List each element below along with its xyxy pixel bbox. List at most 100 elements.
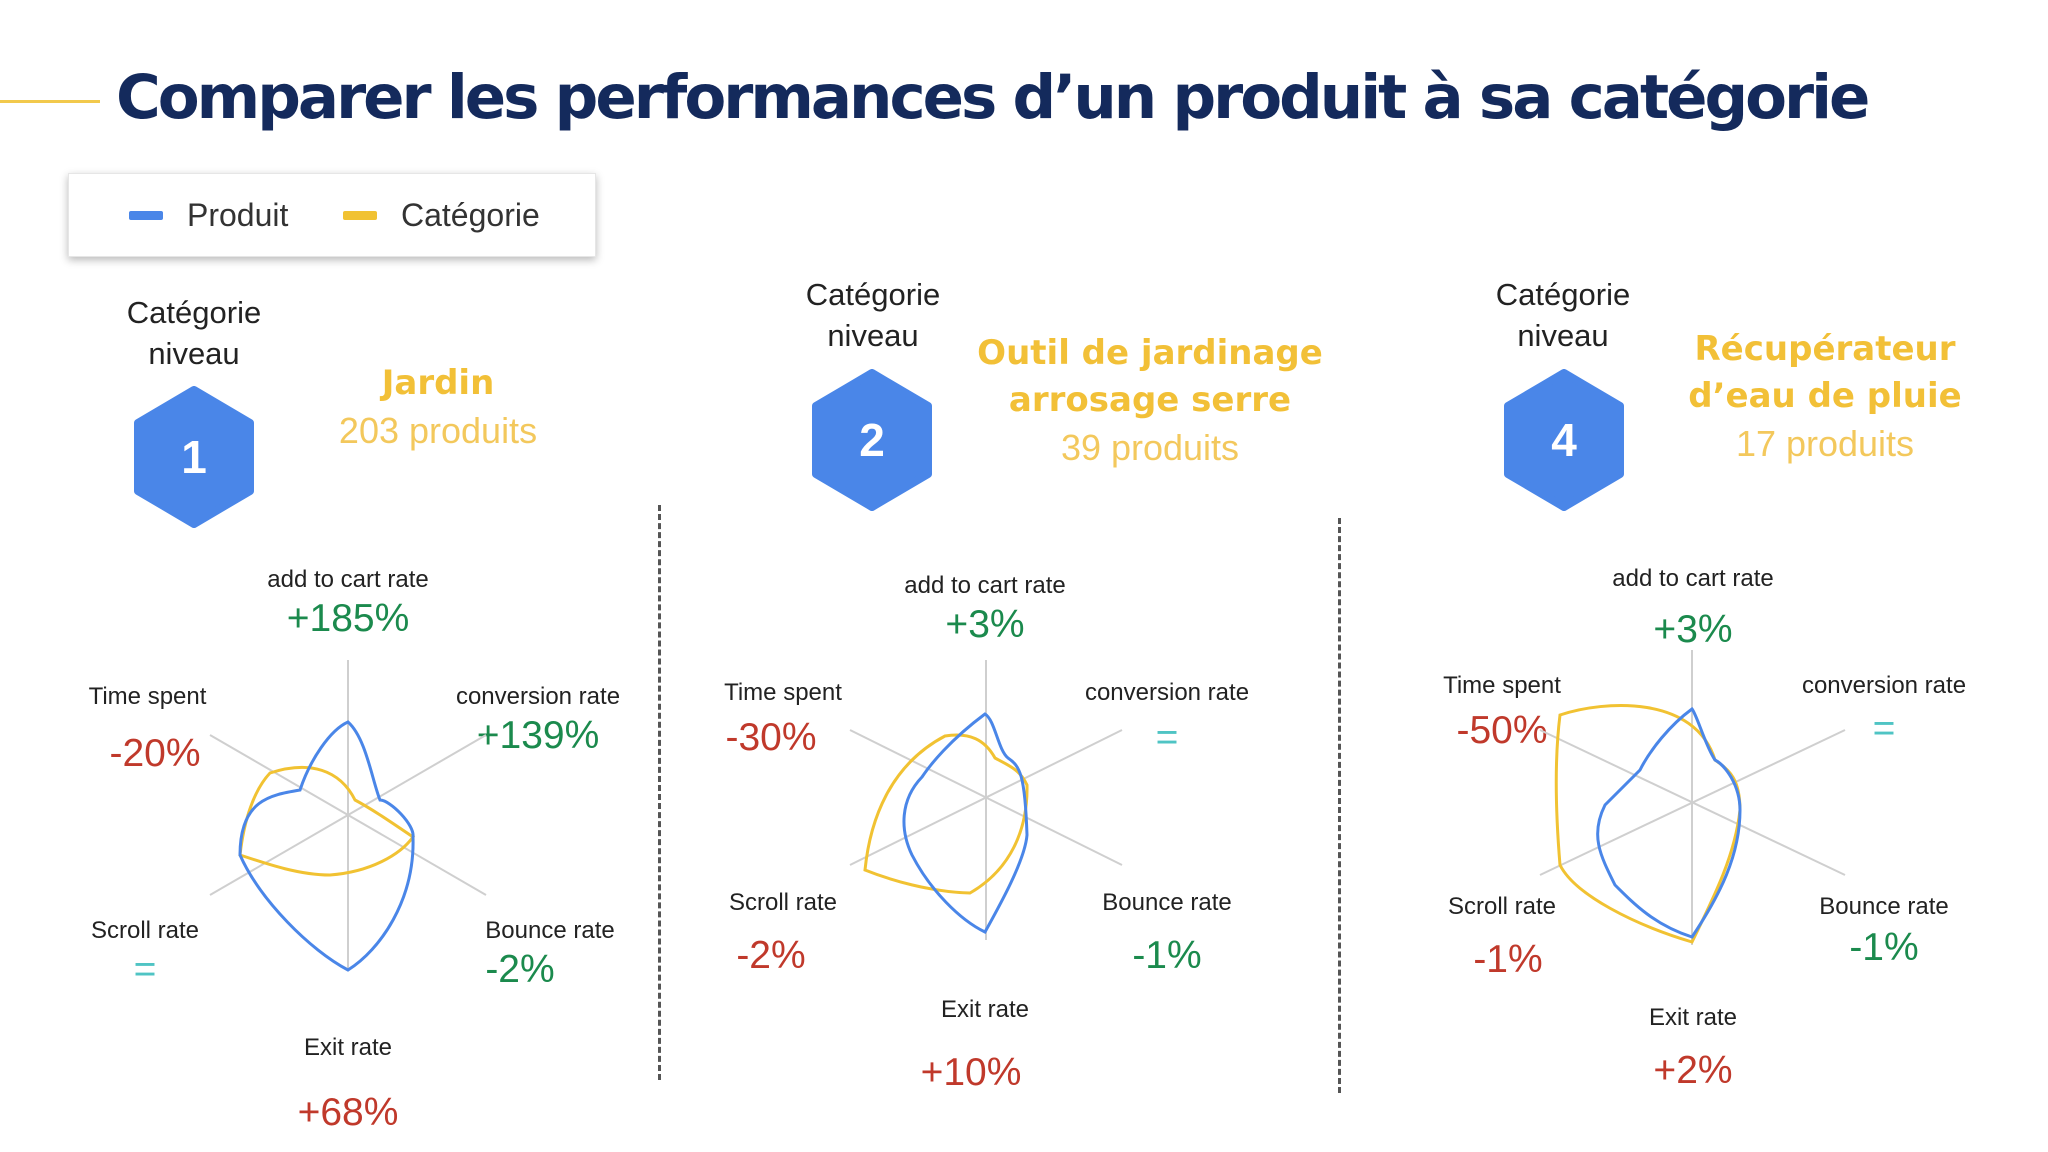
metric-value: +3%	[945, 603, 1025, 646]
metric-label: Scroll rate	[1447, 893, 1557, 920]
radar-chart	[849, 660, 1123, 940]
metric-label: Time spent	[88, 683, 207, 710]
radar-chart	[209, 660, 487, 972]
radar-axes	[1539, 650, 1846, 945]
metric-value: -1%	[1473, 938, 1543, 981]
metric-value: =	[1872, 707, 1896, 750]
metric-add-to-cart: add to cart rate +185%	[198, 564, 498, 642]
legend-label-categorie: Catégorie	[401, 196, 540, 233]
metric-value: -50%	[1456, 709, 1548, 752]
metric-exit: Exit rate +68%	[198, 1032, 498, 1136]
legend-swatch-produit	[129, 210, 163, 220]
metric-bounce: Bounce rate -1%	[1017, 887, 1317, 979]
product-count: 39 produits	[1060, 427, 1240, 468]
metric-exit: Exit rate +2%	[1543, 1002, 1843, 1094]
metric-conversion: conversion rate =	[1017, 677, 1317, 761]
legend-swatch-categorie	[343, 210, 377, 220]
category-section-2: Catégorie niveau 2 Outil de jardinage ar…	[680, 0, 1360, 1152]
metric-value: +2%	[1653, 1049, 1733, 1092]
chart-legend: Produit Catégorie	[68, 173, 596, 257]
category-section-1: Catégorie niveau 1 Jardin 203 produits a…	[0, 0, 680, 1152]
level-badge: 1	[132, 386, 256, 528]
metric-label: add to cart rate	[904, 572, 1066, 599]
category-info: Récupérateur d’eau de pluie 17 produits	[1665, 326, 1985, 467]
metric-value: =	[1155, 716, 1179, 759]
metric-bounce: Bounce rate -1%	[1734, 891, 2034, 971]
metric-label: Bounce rate	[1102, 889, 1232, 916]
hexagon-icon	[134, 386, 254, 528]
metric-value: -30%	[725, 716, 817, 759]
radar-chart	[1539, 650, 1846, 945]
metric-conversion: conversion rate +139%	[388, 681, 688, 759]
metric-value: +10%	[920, 1051, 1022, 1094]
hexagon-icon	[812, 369, 932, 511]
metric-value: =	[133, 948, 157, 991]
hexagon-icon	[1504, 369, 1624, 511]
metric-conversion: conversion rate =	[1734, 670, 2034, 752]
page-title: Comparer les performances d’un produit à…	[116, 62, 1870, 133]
metric-label: add to cart rate	[1612, 565, 1774, 592]
product-count: 203 produits	[338, 410, 538, 451]
metric-scroll: Scroll rate -2%	[633, 887, 933, 979]
metric-time-spent: Time spent -50%	[1352, 670, 1652, 754]
metric-add-to-cart: add to cart rate +3%	[1543, 563, 1843, 653]
niveau-label: Catégorie niveau	[1495, 277, 1631, 353]
metric-label: Time spent	[1443, 672, 1561, 699]
radar-series-categorie	[1554, 704, 1742, 944]
metric-scroll: Scroll rate =	[0, 915, 300, 993]
level-number: 2	[859, 414, 885, 466]
metric-value: +185%	[286, 597, 410, 640]
section-divider	[658, 505, 661, 1080]
category-info: Outil de jardinage arrosage serre 39 pro…	[960, 330, 1340, 471]
category-section-3: Catégorie niveau 4 Récupérateur d’eau de…	[1360, 0, 2040, 1152]
metric-label: Time spent	[724, 679, 842, 706]
metric-value: +139%	[476, 714, 600, 757]
metric-label: add to cart rate	[267, 566, 429, 593]
metric-label: conversion rate	[1801, 672, 1967, 699]
radar-series-categorie	[238, 765, 416, 877]
metric-value: -2%	[736, 934, 806, 977]
metric-value: +3%	[1653, 608, 1733, 651]
level-badge: 2	[810, 369, 934, 511]
level-badge: 4	[1502, 369, 1626, 511]
category-info: Jardin 203 produits	[288, 360, 588, 454]
metric-label: Exit rate	[940, 996, 1030, 1023]
category-name: Outil de jardinage arrosage serre	[977, 333, 1323, 420]
metric-time-spent: Time spent -30%	[633, 677, 933, 761]
metric-label: Bounce rate	[1819, 893, 1949, 920]
level-number: 1	[181, 431, 207, 483]
category-name: Jardin	[381, 363, 495, 403]
metric-value: -2%	[485, 948, 555, 991]
niveau-label: Catégorie niveau	[126, 295, 262, 371]
metric-label: Exit rate	[303, 1034, 393, 1061]
section-divider	[1338, 518, 1341, 1093]
radar-series-produit	[1596, 706, 1742, 939]
metric-label: Scroll rate	[728, 889, 838, 916]
radar-series-produit	[902, 712, 1029, 934]
metric-label: Scroll rate	[90, 917, 200, 944]
metric-value: -1%	[1849, 926, 1919, 969]
radar-axes	[849, 660, 1123, 940]
level-number: 4	[1551, 414, 1577, 466]
metric-label: Exit rate	[1648, 1004, 1738, 1031]
metric-scroll: Scroll rate -1%	[1352, 891, 1652, 983]
legend-item-categorie: Catégorie	[343, 195, 540, 235]
metric-value: -1%	[1132, 934, 1202, 977]
product-count: 17 produits	[1735, 423, 1915, 464]
metric-add-to-cart: add to cart rate +3%	[835, 570, 1135, 648]
metric-label: Bounce rate	[485, 917, 615, 944]
radar-series-produit	[238, 720, 415, 972]
legend-item-produit: Produit	[129, 195, 288, 235]
metric-exit: Exit rate +10%	[835, 994, 1135, 1096]
metric-label: conversion rate	[455, 683, 621, 710]
niveau-label: Catégorie niveau	[805, 277, 941, 353]
metric-value: -20%	[109, 732, 201, 775]
legend-label-produit: Produit	[187, 196, 289, 233]
title-accent-line	[0, 100, 100, 103]
metric-bounce: Bounce rate -2%	[400, 915, 700, 993]
radar-axes	[209, 660, 487, 970]
metric-time-spent: Time spent -20%	[0, 681, 300, 777]
metric-value: +68%	[297, 1091, 399, 1134]
category-name: Récupérateur d’eau de pluie	[1688, 329, 1962, 416]
metric-label: conversion rate	[1084, 679, 1250, 706]
